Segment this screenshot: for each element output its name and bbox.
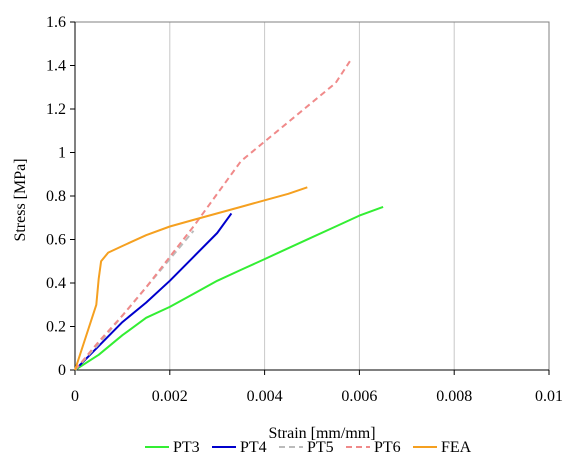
series-lines xyxy=(74,60,384,371)
y-tick-label: 0.2 xyxy=(46,319,66,336)
y-tick-label: 0.8 xyxy=(46,188,66,205)
series-line-pt3 xyxy=(74,205,384,371)
y-tick-label: 0 xyxy=(58,362,66,379)
series-line-fea xyxy=(74,186,308,371)
y-tick-label: 1 xyxy=(58,145,66,162)
x-tick-label: 0.006 xyxy=(341,388,377,405)
y-tick-label: 0.4 xyxy=(46,275,66,292)
y-axis-label: Stress [MPa] xyxy=(12,158,29,241)
x-tick-label: 0.002 xyxy=(152,388,188,405)
series-line-pt6 xyxy=(74,60,351,371)
y-tick-label: 0.6 xyxy=(46,232,66,249)
y-tick-label: 1.4 xyxy=(46,58,66,75)
legend-label-pt3: PT3 xyxy=(173,439,200,456)
x-tick-label: 0.004 xyxy=(247,388,283,405)
legend-label-pt4: PT4 xyxy=(240,439,267,456)
x-tick-label: 0.008 xyxy=(436,388,472,405)
y-tick-label: 1.6 xyxy=(46,14,66,31)
y-tick-label: 1.2 xyxy=(46,101,66,118)
y-axis-ticks: 0 0.2 0.4 0.6 0.8 1 1.2 1.4 1.6 xyxy=(46,14,75,379)
x-tick-label: 0 xyxy=(71,388,79,405)
series-line-pt4 xyxy=(74,212,233,371)
legend-label-fea: FEA xyxy=(441,439,472,456)
x-axis-ticks: 0 0.002 0.004 0.006 0.008 0.01 xyxy=(71,370,563,405)
x-tick-label: 0.01 xyxy=(535,388,563,405)
x-axis-label: Strain [mm/mm] xyxy=(268,425,375,442)
legend-label-pt5: PT5 xyxy=(307,439,334,456)
legend-label-pt6: PT6 xyxy=(374,439,401,456)
legend: PT3 PT4 PT5 PT6 FEA xyxy=(145,439,472,456)
